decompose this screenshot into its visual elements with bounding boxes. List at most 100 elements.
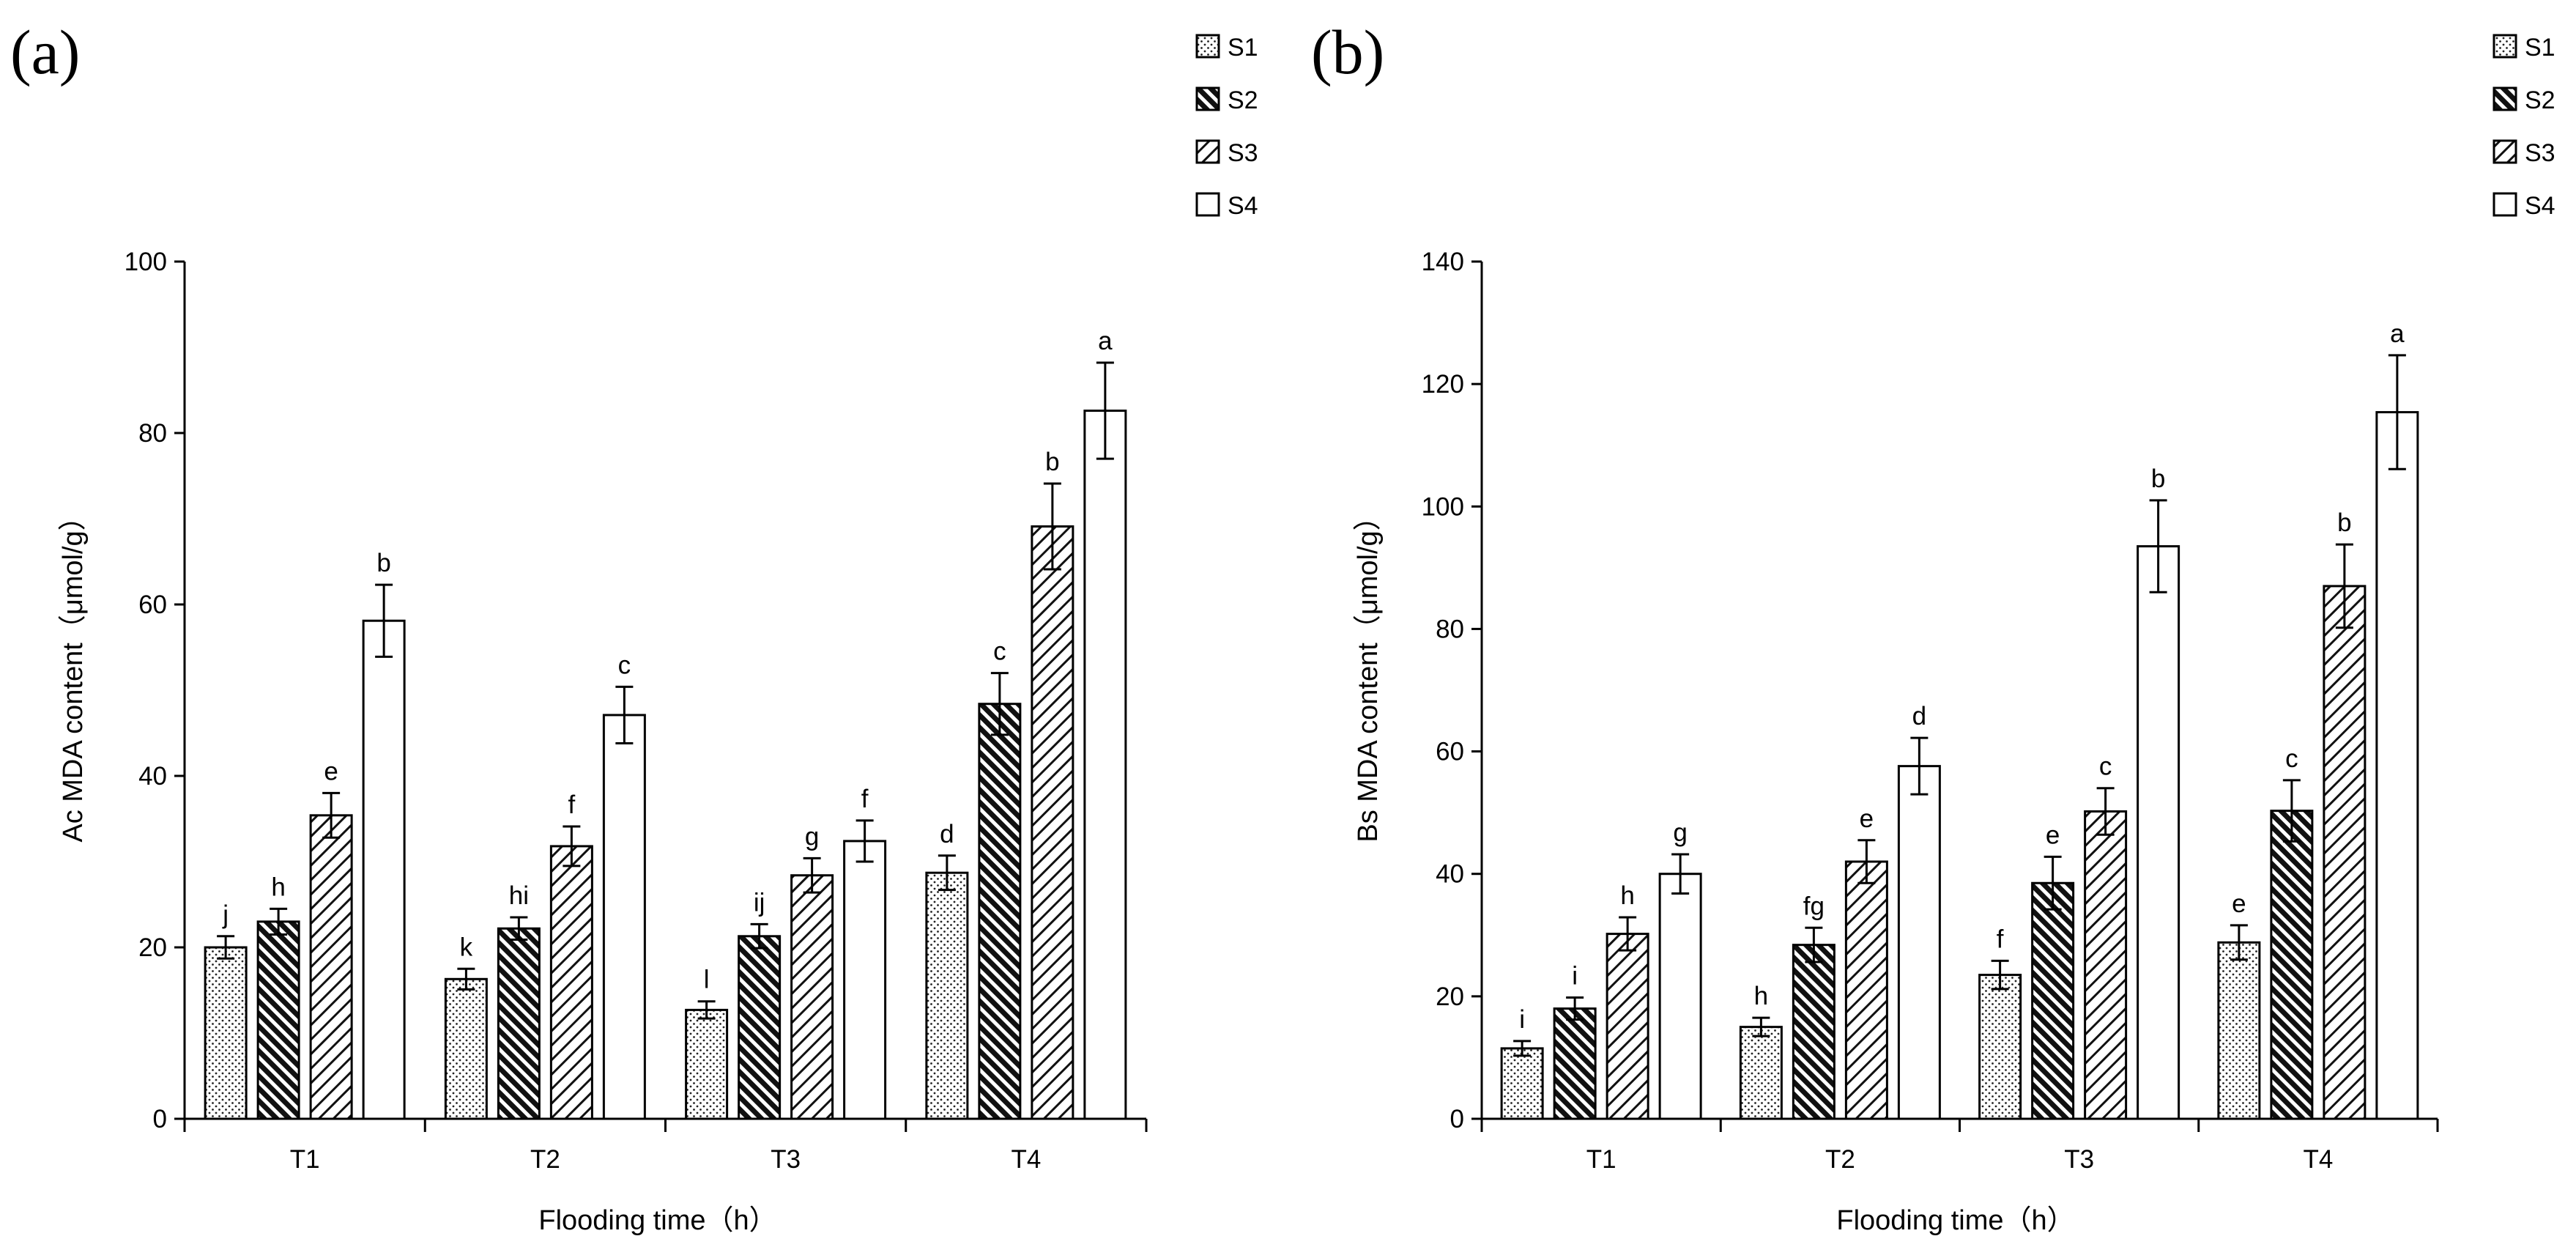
significance-letter: i — [1572, 962, 1578, 991]
significance-letter: b — [2337, 508, 2351, 537]
error-bar — [510, 916, 528, 941]
bar-s2-t4 — [978, 703, 1022, 1120]
legend-item-s2: S2 — [2493, 86, 2555, 114]
bar-s3-t1 — [1606, 933, 1649, 1120]
error-bar — [1566, 996, 1584, 1021]
bar-s3-t4 — [2323, 585, 2367, 1120]
x-tick-label-t4: T4 — [2303, 1145, 2333, 1174]
significance-letter: a — [2390, 319, 2405, 348]
significance-letter: e — [1860, 804, 1874, 833]
bar-s4-t3 — [2137, 545, 2180, 1120]
error-bar — [270, 907, 288, 936]
y-tick-label: 60 — [138, 591, 167, 619]
error-bar — [1671, 853, 1690, 895]
error-bar — [1619, 916, 1637, 952]
error-bar — [2388, 354, 2406, 470]
significance-letter: ij — [754, 888, 765, 917]
x-tick-label-t3: T3 — [771, 1145, 801, 1174]
x-tick-label-t1: T1 — [1586, 1145, 1617, 1174]
legend-b: S1 S2 S3 S4 — [2493, 34, 2555, 220]
bar-s3-t2 — [549, 845, 593, 1120]
error-bar — [457, 967, 475, 991]
error-bar — [1752, 1016, 1770, 1037]
significance-letter: i — [1519, 1005, 1525, 1034]
bar-s4-t2 — [1897, 765, 1941, 1120]
bar-s2-t2 — [1792, 944, 1836, 1120]
legend-item-s1: S1 — [2493, 34, 2555, 62]
bar-s2-t2 — [497, 927, 541, 1120]
legend-label: S1 — [1228, 34, 1258, 62]
error-bar — [615, 685, 634, 745]
significance-letter: c — [618, 651, 631, 679]
bar-s4-t2 — [602, 714, 646, 1120]
error-bar — [217, 935, 235, 960]
error-bar — [1910, 736, 1929, 796]
legend-item-s2: S2 — [1195, 86, 1258, 114]
legend-swatch — [2493, 86, 2517, 111]
x-tick-label-t3: T3 — [2064, 1145, 2094, 1174]
error-bar — [990, 672, 1009, 736]
significance-letter: l — [704, 966, 710, 994]
y-tick-label: 40 — [138, 762, 167, 791]
significance-letter: g — [805, 822, 819, 851]
legend-item-s1: S1 — [1195, 34, 1258, 62]
significance-letter: f — [568, 791, 576, 819]
x-axis-a: T1 T2 T3 T4 — [183, 1117, 1148, 1174]
legend-label: S4 — [1228, 192, 1258, 220]
error-bar — [1805, 926, 1823, 963]
significance-letter: b — [376, 549, 390, 577]
y-tick-label: 120 — [1422, 370, 1464, 399]
error-bar — [2096, 787, 2115, 836]
significance-letter: b — [2151, 465, 2165, 493]
bars-b: i i h g h fg e d f e c b e c b a — [1500, 319, 2419, 1120]
legend-item-s3: S3 — [1195, 139, 1258, 167]
bar-s2-t4 — [2270, 810, 2314, 1120]
bar-s2-t3 — [2031, 881, 2075, 1120]
panel-label-a: (a) — [10, 17, 80, 87]
x-axis-b: T1 T2 T3 T4 — [1480, 1117, 2439, 1174]
error-bar — [697, 1000, 716, 1020]
bar-s1-t1 — [1500, 1047, 1544, 1120]
significance-letter: e — [324, 757, 338, 785]
legend-item-s4: S4 — [1195, 192, 1258, 220]
bar-s3-t3 — [2084, 810, 2128, 1120]
significance-letter: f — [861, 785, 869, 813]
x-tick-label-t2: T2 — [530, 1145, 560, 1174]
significance-letter: h — [1754, 982, 1768, 1010]
bar-s2-t1 — [256, 920, 300, 1120]
legend-swatch — [1195, 34, 1220, 59]
panel-a: (a) 0 20 40 60 80 100 T1 T2 T3 T4 j h e b k hi f c l ij g f… — [10, 17, 1258, 1236]
legend-item-s4: S4 — [2493, 192, 2555, 220]
bar-s4-t1 — [1658, 873, 1702, 1120]
bar-s1-t3 — [1978, 974, 2022, 1120]
significance-letter: fg — [1803, 892, 1825, 920]
significance-letter: g — [1673, 818, 1687, 847]
error-bar — [375, 583, 393, 658]
y-tick-label: 60 — [1436, 738, 1464, 766]
significance-letter: k — [460, 933, 473, 961]
significance-letter: b — [1045, 448, 1059, 476]
legend-label: S1 — [2525, 34, 2555, 62]
error-bar — [2149, 499, 2167, 593]
error-bar — [803, 856, 821, 894]
x-tick-label-t2: T2 — [1825, 1145, 1855, 1174]
bar-s1-t4 — [2217, 941, 2261, 1120]
error-bar — [750, 922, 768, 950]
bar-s3-t1 — [309, 814, 353, 1120]
legend-label: S4 — [2525, 192, 2555, 220]
panel-b: (b) 0 20 40 60 80 100 120 140 T1 T2 T3 T4 i i h g h fg e… — [1311, 17, 2555, 1236]
bar-s1-t2 — [1739, 1026, 1783, 1120]
significance-letter: e — [2232, 889, 2246, 918]
significance-letter: c — [2285, 744, 2298, 773]
significance-letter: h — [1620, 881, 1634, 910]
y-axis-title-a: Ac MDA content（μmol/g） — [58, 503, 89, 842]
bar-s2-t3 — [738, 935, 782, 1120]
bar-s1-t1 — [204, 946, 248, 1120]
y-axis-title-b: Bs MDA content（μmol/g） — [1353, 503, 1384, 842]
significance-letter: e — [2046, 821, 2060, 849]
error-bar — [2044, 855, 2062, 911]
y-tick-label: 80 — [1436, 615, 1464, 643]
error-bar — [1096, 361, 1114, 460]
error-bar — [1857, 839, 1876, 884]
error-bar — [2230, 924, 2248, 961]
